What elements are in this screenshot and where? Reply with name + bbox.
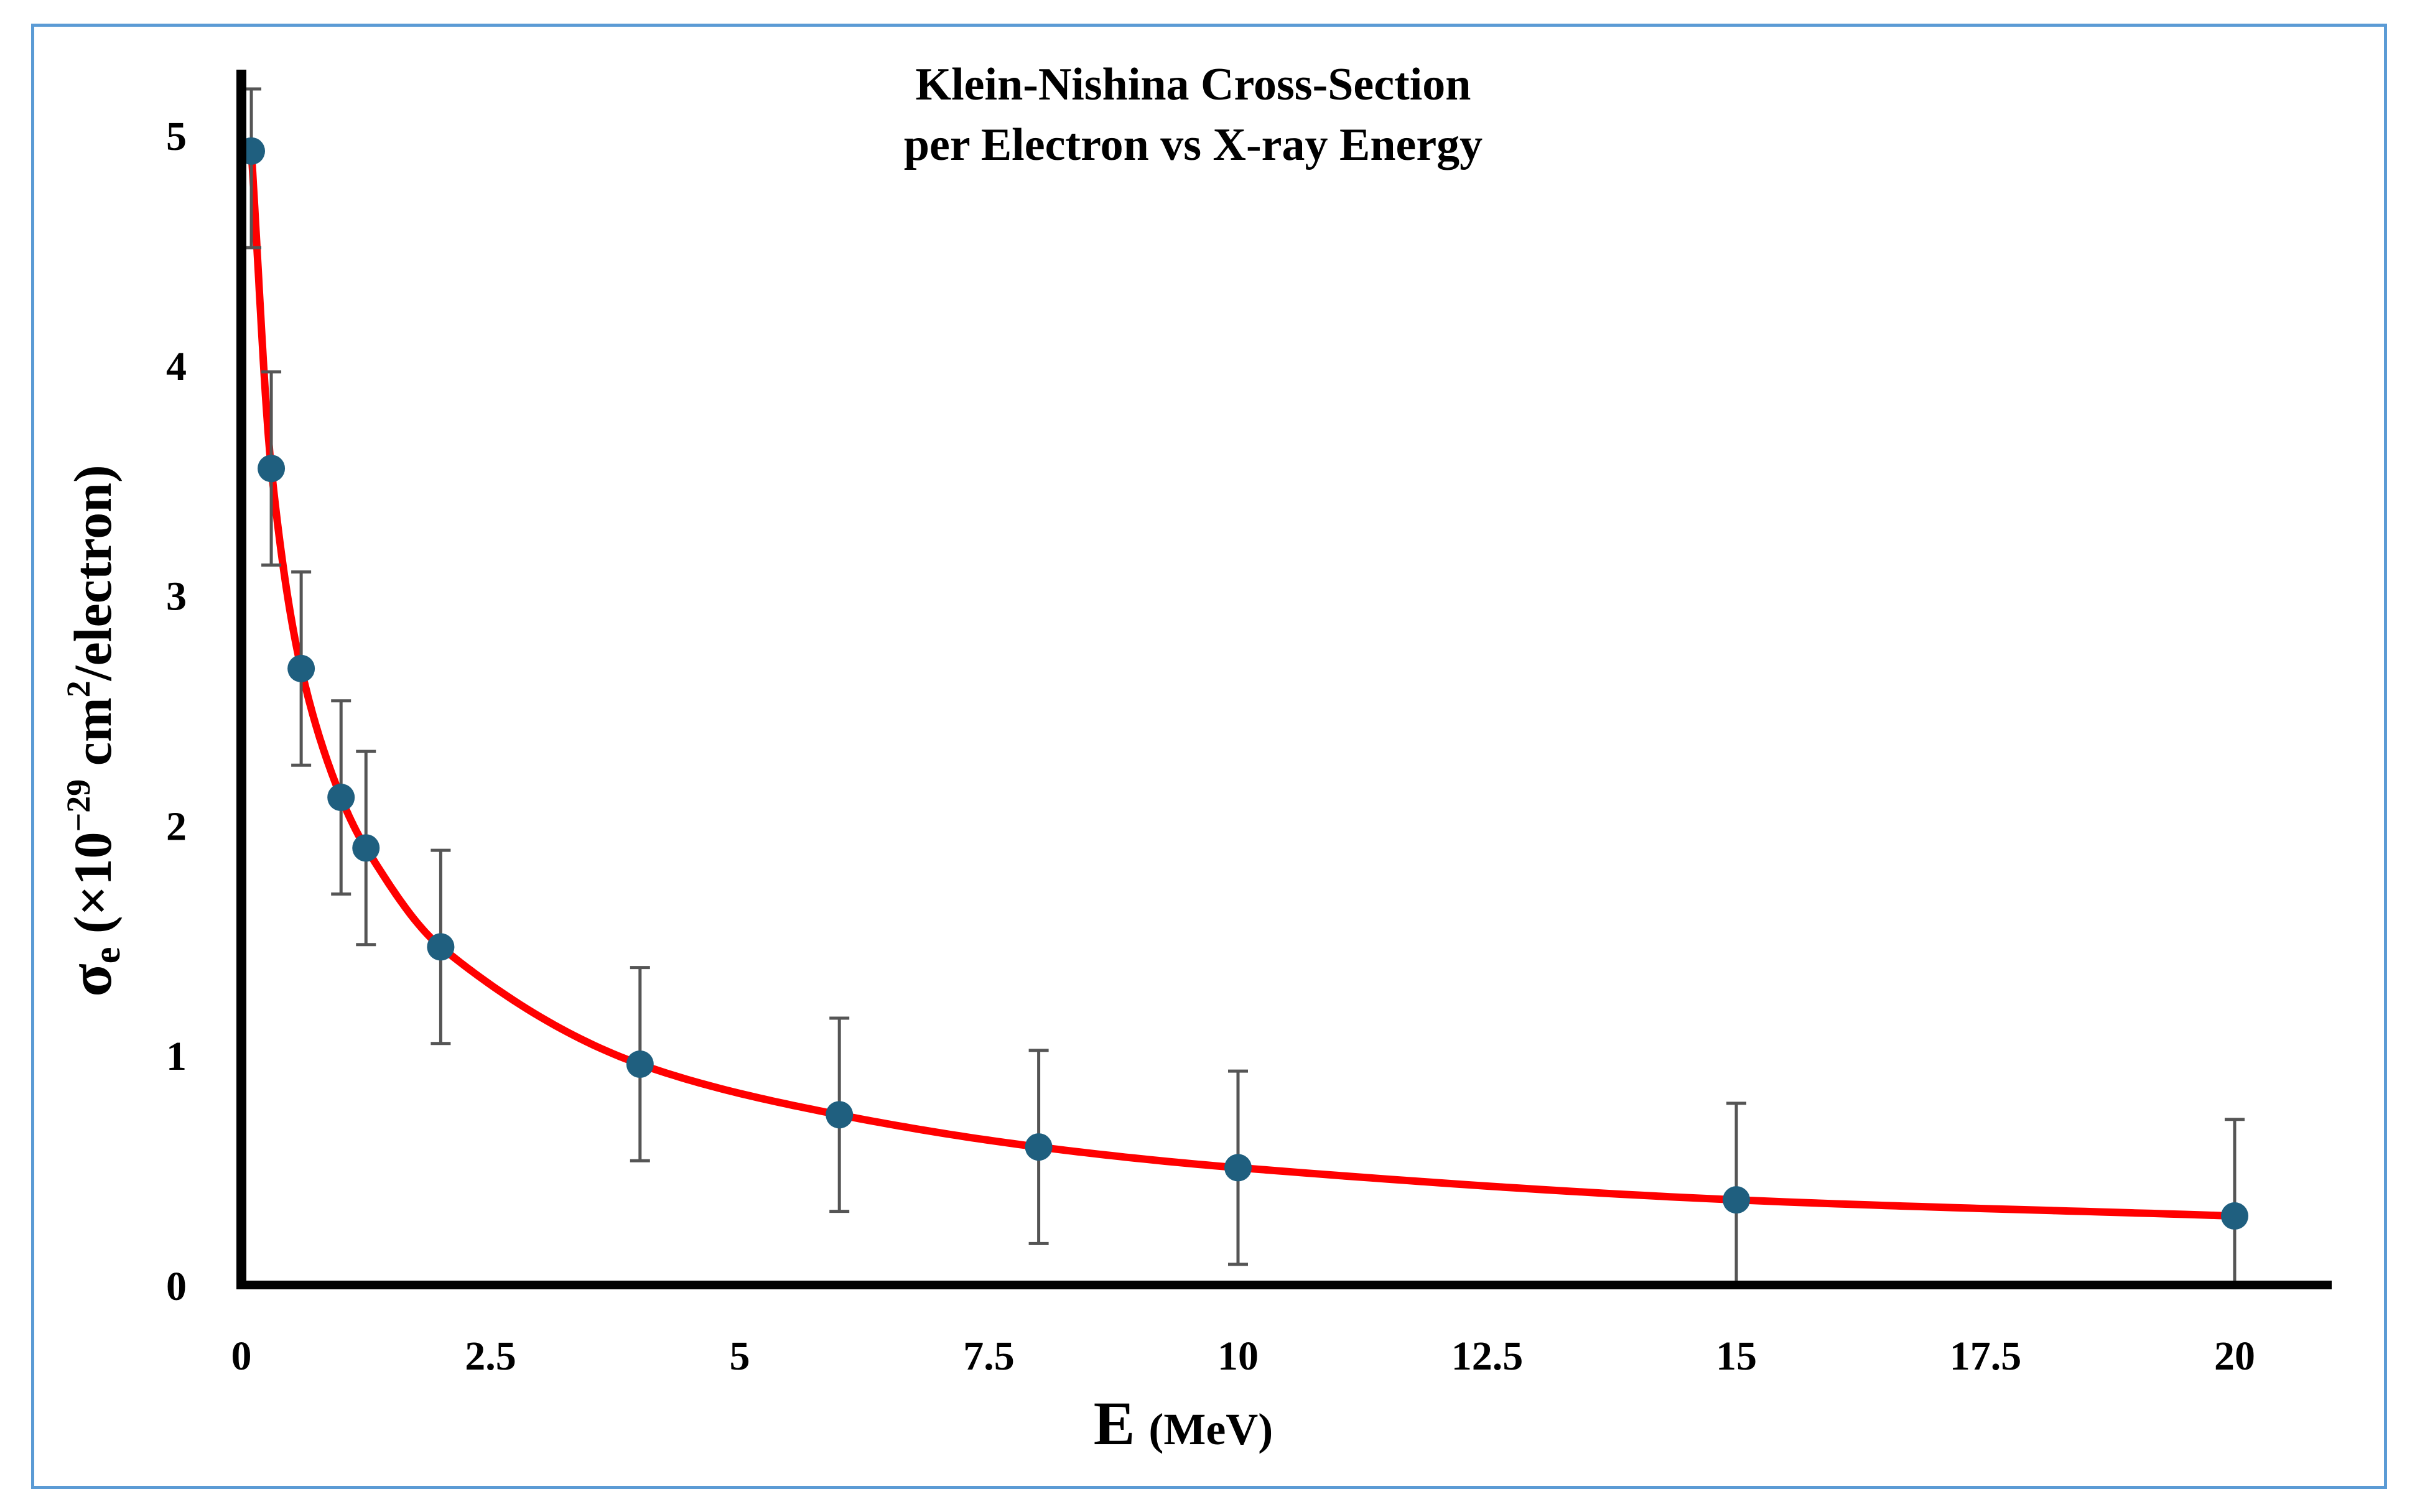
x-tick-label: 12.5 [1451,1333,1524,1379]
y-tick-label: 0 [166,1264,187,1309]
y-tick-label: 3 [166,574,187,619]
data-point [1025,1133,1053,1161]
y-axis-post: /electron) [63,465,123,681]
x-axis-title-main: E [1094,1389,1135,1458]
data-points-layer [238,137,2248,1230]
x-tick-label: 7.5 [963,1333,1015,1379]
data-point [327,784,355,812]
y-axis-pre: (×10 [63,832,123,947]
data-point [427,933,455,961]
y-tick-label: 2 [166,804,187,849]
x-tick-label: 0 [231,1333,252,1379]
x-tick-label: 2.5 [465,1333,516,1379]
chart-title-line-1: Klein-Nishina Cross-Section [916,59,1471,110]
x-tick-label: 20 [2214,1333,2255,1379]
x-tick-label: 17.5 [1950,1333,2022,1379]
data-point [352,834,380,862]
y-axis-exponent2: 2 [60,680,97,697]
y-axis-title: σe (×10−29 cm2/electron) [57,465,128,996]
data-point [826,1101,854,1129]
data-point [2221,1202,2248,1230]
fit-curve [248,147,2238,1220]
y-tick-label: 1 [166,1034,187,1079]
data-point [1723,1186,1750,1214]
y-axis-exponent: −29 [60,779,97,832]
y-tick-label: 5 [166,114,187,159]
fit-curve-layer [248,147,2238,1220]
data-point [258,455,286,483]
x-tick-label: 15 [1716,1333,1757,1379]
y-axis-subscript: e [86,947,128,964]
chart-frame [31,24,2387,1489]
x-tick-label: 5 [730,1333,750,1379]
y-axis-mid: cm [63,697,123,779]
y-axis-symbol: σ [57,963,124,996]
error-bars-layer [241,87,2245,1287]
data-point [287,654,315,682]
y-tick-label: 4 [166,344,187,389]
data-point [1224,1154,1252,1182]
x-tick-label: 10 [1217,1333,1259,1379]
x-tick-labels: 0 2.5 5 7.5 10 12.5 15 17.5 20 [231,1333,2256,1379]
data-point [626,1050,654,1078]
x-axis-title-unit: (MeV) [1148,1404,1273,1454]
error-bar [2225,1118,2245,1287]
x-axis-title: E (MeV) [1094,1389,1273,1458]
y-tick-labels: 0 1 2 3 4 5 [166,114,187,1309]
chart-title-line-2: per Electron vs X-ray Energy [904,119,1483,170]
